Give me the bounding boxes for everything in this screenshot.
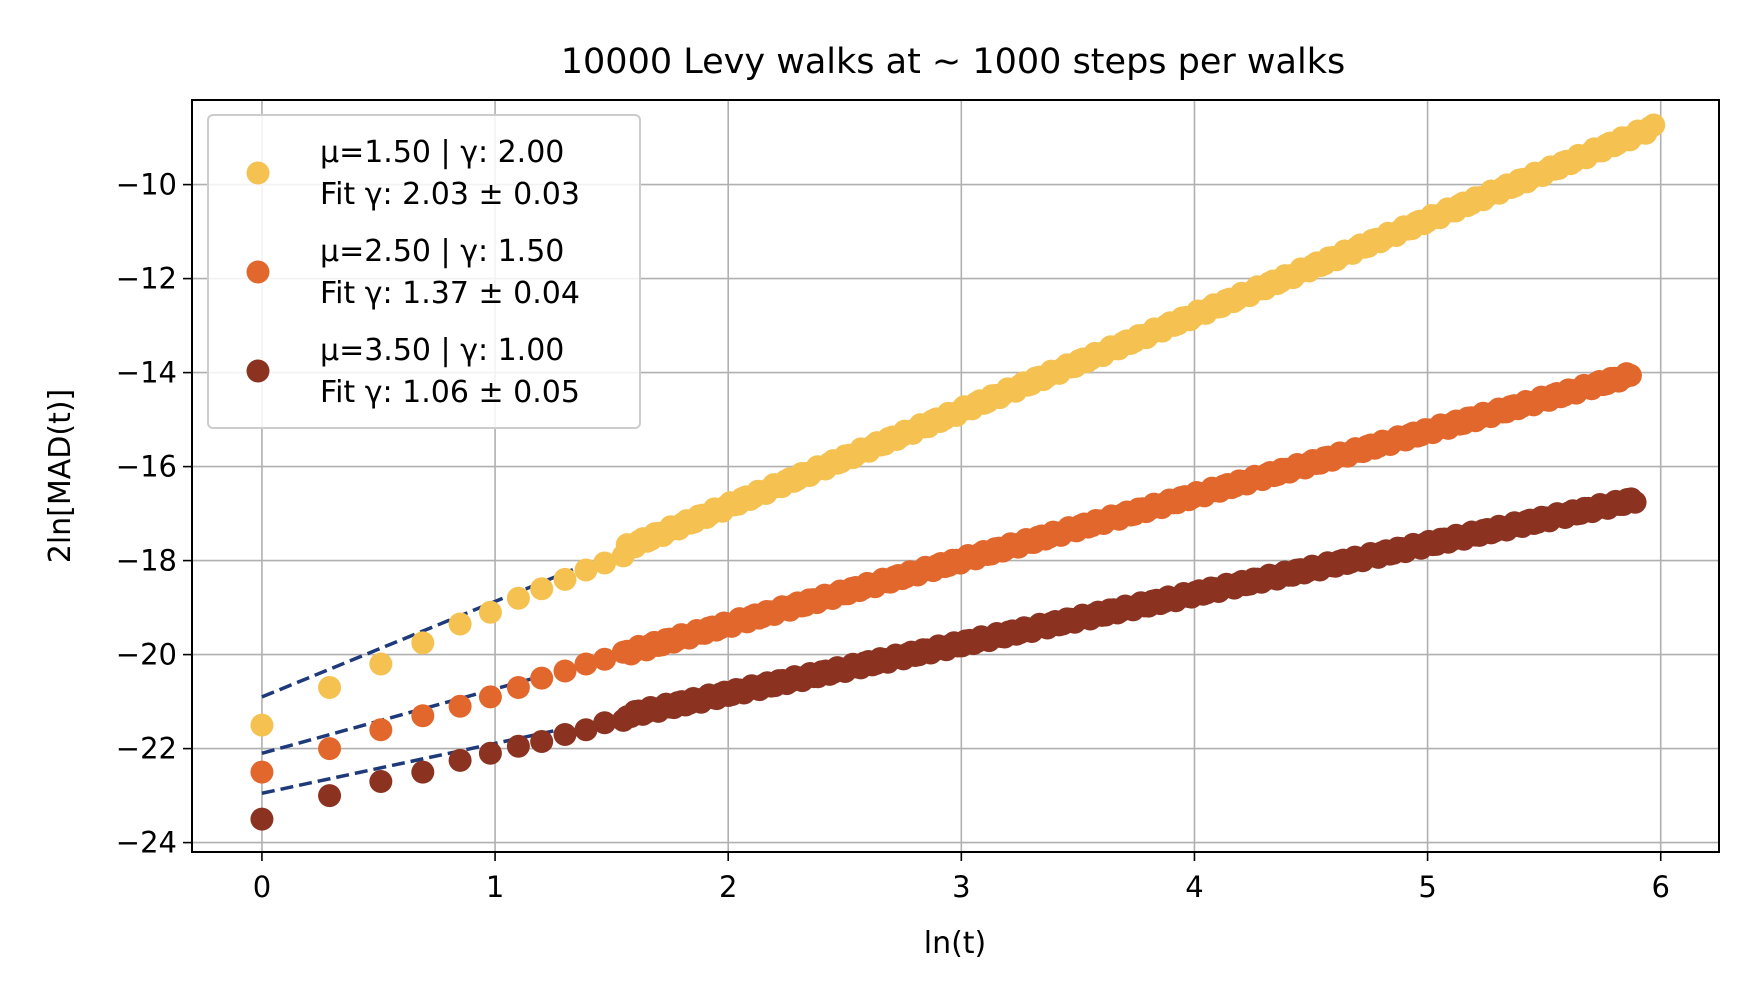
data-point xyxy=(411,704,435,728)
data-point xyxy=(593,711,617,735)
data-point xyxy=(448,612,472,636)
data-point xyxy=(553,659,577,683)
y-tick-label: −12 xyxy=(116,262,177,296)
data-point xyxy=(1623,490,1647,514)
data-point xyxy=(369,718,393,742)
x-tick-label: 5 xyxy=(1418,870,1436,904)
legend-label: μ=1.50 | γ: 2.00 xyxy=(320,135,564,170)
x-tick-label: 2 xyxy=(719,870,737,904)
data-point xyxy=(593,551,617,575)
data-points xyxy=(250,113,1666,831)
data-point xyxy=(530,666,554,690)
data-point xyxy=(369,652,393,676)
data-point xyxy=(574,558,598,582)
chart-title: 10000 Levy walks at ~ 1000 steps per wal… xyxy=(561,42,1345,82)
data-point xyxy=(553,567,577,591)
series-2-points xyxy=(250,362,1642,784)
data-point xyxy=(506,676,530,699)
data-point xyxy=(250,760,274,784)
x-tick-label: 3 xyxy=(952,870,970,904)
legend: μ=1.50 | γ: 2.00 Fit γ: 2.03 ± 0.03 μ=2.50… xyxy=(207,114,641,429)
data-point xyxy=(1618,363,1642,387)
data-point xyxy=(553,723,577,746)
data-point xyxy=(448,748,472,772)
data-point xyxy=(478,685,502,709)
data-point xyxy=(530,577,554,601)
x-tick-label: 1 xyxy=(486,870,504,904)
y-tick-label: −22 xyxy=(116,732,177,766)
data-point xyxy=(574,652,598,676)
legend-fit-label: Fit γ: 2.03 ± 0.03 xyxy=(320,177,580,212)
legend-fit-label: Fit γ: 1.06 ± 0.05 xyxy=(320,375,580,410)
data-point xyxy=(574,718,598,742)
data-point xyxy=(448,694,472,718)
data-point xyxy=(318,784,342,808)
data-point xyxy=(506,734,530,758)
data-point xyxy=(530,730,554,754)
data-point xyxy=(593,647,617,671)
series-3-points xyxy=(250,487,1647,831)
legend-box xyxy=(207,114,641,429)
data-point xyxy=(478,600,502,624)
data-point xyxy=(250,807,274,831)
x-tick-label: 0 xyxy=(253,870,271,904)
plot-frame xyxy=(191,99,1720,853)
data-point xyxy=(411,631,435,655)
legend-label: μ=2.50 | γ: 1.50 xyxy=(320,234,564,269)
y-axis-label: 2ln[MAD(t)] xyxy=(43,389,78,564)
x-ticks: 0 1 2 3 4 5 6 xyxy=(253,852,1670,904)
legend-label: μ=3.50 | γ: 1.00 xyxy=(320,333,564,368)
legend-marker xyxy=(246,359,270,383)
y-tick-label: −20 xyxy=(116,638,177,672)
data-point xyxy=(318,737,342,761)
y-tick-label: −16 xyxy=(116,450,177,484)
data-point xyxy=(250,713,274,737)
y-ticks: −24 −22 −20 −18 −16 −14 −12 −10 xyxy=(116,168,192,860)
data-point xyxy=(478,741,502,765)
series-1-points xyxy=(250,113,1666,737)
data-point xyxy=(411,760,435,784)
legend-marker xyxy=(246,260,270,284)
x-axis-label: ln(t) xyxy=(924,926,987,961)
data-point xyxy=(318,676,342,699)
y-tick-label: −10 xyxy=(116,168,177,202)
data-point xyxy=(506,586,530,610)
data-point xyxy=(1642,113,1666,137)
data-point xyxy=(369,770,393,793)
y-tick-label: −14 xyxy=(116,356,177,390)
x-tick-label: 6 xyxy=(1651,870,1669,904)
legend-fit-label: Fit γ: 1.37 ± 0.04 xyxy=(320,276,580,311)
legend-marker xyxy=(246,161,270,185)
x-tick-label: 4 xyxy=(1185,870,1203,904)
y-tick-label: −18 xyxy=(116,544,177,578)
y-tick-label: −24 xyxy=(116,826,177,860)
